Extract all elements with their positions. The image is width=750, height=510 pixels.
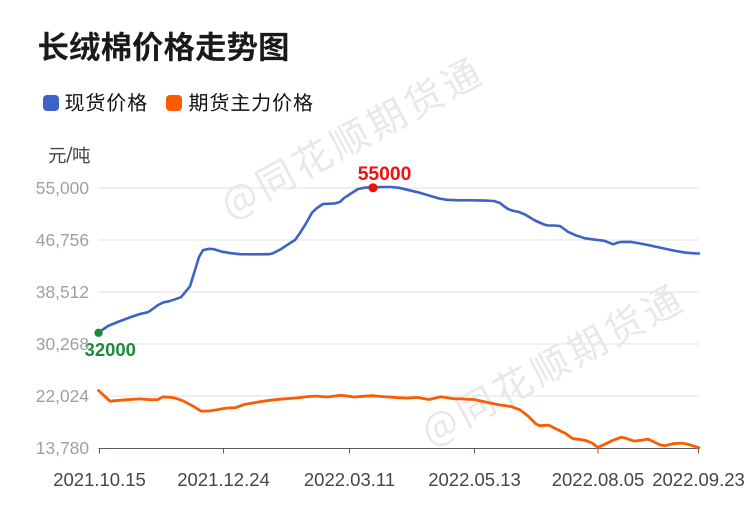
svg-text:2022.08.05: 2022.08.05 — [552, 469, 645, 490]
svg-text:13,780: 13,780 — [36, 438, 89, 458]
svg-text:2022.03.11: 2022.03.11 — [304, 469, 395, 490]
svg-text:2022.05.13: 2022.05.13 — [428, 469, 521, 490]
svg-text:30,268: 30,268 — [36, 334, 89, 354]
svg-text:22,024: 22,024 — [36, 386, 90, 406]
svg-text:46,756: 46,756 — [36, 230, 89, 250]
svg-text:32000: 32000 — [85, 339, 136, 360]
svg-text:55000: 55000 — [358, 164, 412, 185]
svg-text:55,000: 55,000 — [36, 178, 89, 198]
svg-text:2021.12.24: 2021.12.24 — [177, 469, 270, 490]
svg-text:38,512: 38,512 — [36, 282, 89, 302]
svg-text:2021.10.15: 2021.10.15 — [53, 469, 146, 490]
svg-text:2022.09.23: 2022.09.23 — [652, 469, 745, 490]
